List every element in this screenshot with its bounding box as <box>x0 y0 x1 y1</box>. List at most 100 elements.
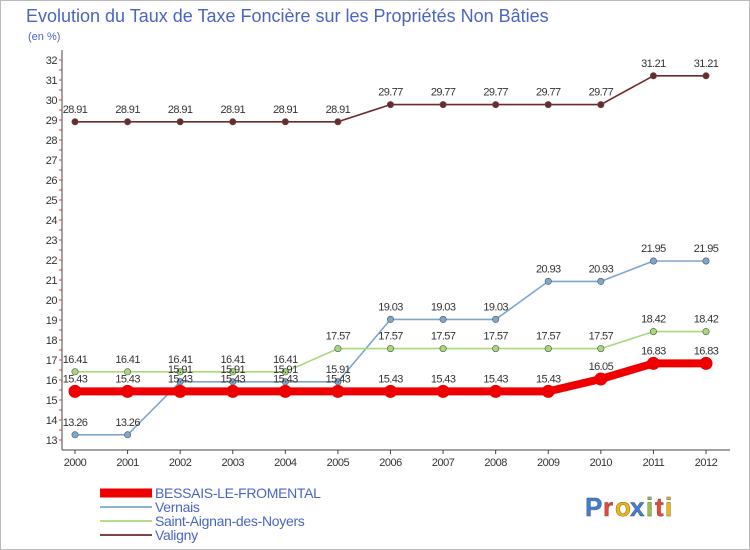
data-label-vernais: 20.93 <box>589 263 614 275</box>
logo-letter: i <box>665 492 672 522</box>
point-valigny <box>386 101 394 109</box>
point-saint-aignan-des-noyers <box>544 345 552 353</box>
point-bessais-le-fromental <box>489 384 503 398</box>
data-label-valigny: 29.77 <box>483 87 508 99</box>
point-vernais <box>124 431 132 439</box>
data-labels: 28.91 28.91 28.91 28.91 28.91 28.91 29.77 29.77… <box>63 58 720 429</box>
legend-label-bessais-le-fromental: BESSAIS-LE-FROMENTAL <box>155 485 321 501</box>
point-vernais <box>597 277 605 285</box>
point-saint-aignan-des-noyers <box>597 345 605 353</box>
x-tick-label: 2009 <box>537 457 560 469</box>
data-label-saint-aignan-des-noyers: 18.42 <box>641 314 666 326</box>
data-label-vernais: 21.95 <box>641 243 666 255</box>
data-label-valigny: 28.91 <box>220 104 245 116</box>
logo-letter: P <box>585 492 602 522</box>
point-valigny <box>124 118 132 126</box>
data-label-vernais: 13.26 <box>63 417 88 429</box>
data-label-saint-aignan-des-noyers: 17.57 <box>326 331 351 343</box>
point-vernais <box>702 257 710 265</box>
y-tick-label: 25 <box>46 195 58 207</box>
x-tick-label: 2005 <box>327 457 350 469</box>
point-bessais-le-fromental <box>699 356 713 370</box>
x-tick-label: 2002 <box>169 457 192 469</box>
point-saint-aignan-des-noyers <box>71 368 79 376</box>
logo-letter: r <box>603 492 613 522</box>
point-vernais <box>544 277 552 285</box>
data-label-saint-aignan-des-noyers: 16.41 <box>220 354 245 366</box>
x-tick-label: 2003 <box>222 457 245 469</box>
point-valigny <box>176 118 184 126</box>
point-saint-aignan-des-noyers <box>702 328 710 336</box>
x-tick-label: 2004 <box>274 457 297 469</box>
data-label-saint-aignan-des-noyers: 17.57 <box>589 331 614 343</box>
data-label-vernais: 19.03 <box>431 301 456 313</box>
point-saint-aignan-des-noyers <box>229 368 237 376</box>
y-tick-label: 18 <box>46 335 58 347</box>
point-bessais-le-fromental <box>646 356 660 370</box>
point-vernais <box>649 257 657 265</box>
series-layer <box>68 72 713 439</box>
data-label-valigny: 28.91 <box>115 104 140 116</box>
legend-label-saint-aignan-des-noyers: Saint-Aignan-des-Noyers <box>155 513 305 529</box>
point-saint-aignan-des-noyers <box>281 368 289 376</box>
x-tick-label: 2010 <box>590 457 613 469</box>
data-label-vernais: 21.95 <box>694 243 719 255</box>
point-bessais-le-fromental <box>226 384 240 398</box>
y-tick-label: 20 <box>46 295 58 307</box>
y-tick-label: 27 <box>46 155 58 167</box>
axes: 13 14 15 16 17 18 19 20 21 22 23 24 25 26 27 28 29 30 31 32… <box>46 50 730 469</box>
data-label-valigny: 28.91 <box>168 104 193 116</box>
point-saint-aignan-des-noyers <box>439 345 447 353</box>
data-label-saint-aignan-des-noyers: 16.41 <box>115 354 140 366</box>
point-saint-aignan-des-noyers <box>649 328 657 336</box>
data-label-valigny: 29.77 <box>431 87 456 99</box>
point-vernais <box>71 431 79 439</box>
data-label-valigny: 28.91 <box>326 104 351 116</box>
logo-letter: t <box>655 492 664 522</box>
chart-title: Evolution du Taux de Taxe Foncière sur l… <box>26 6 549 26</box>
data-label-vernais: 15.91 <box>273 364 298 376</box>
point-saint-aignan-des-noyers <box>492 345 500 353</box>
y-tick-label: 13 <box>46 435 58 447</box>
logo-letter: x <box>630 492 645 522</box>
data-label-valigny: 31.21 <box>641 58 666 70</box>
y-tick-label: 21 <box>46 275 58 287</box>
point-valigny <box>649 72 657 80</box>
x-tick-label: 2012 <box>695 457 718 469</box>
data-label-vernais: 15.91 <box>168 364 193 376</box>
x-tick-label: 2001 <box>116 457 139 469</box>
data-label-saint-aignan-des-noyers: 17.57 <box>483 331 508 343</box>
point-valigny <box>229 118 237 126</box>
y-tick-label: 15 <box>46 395 58 407</box>
point-valigny <box>334 118 342 126</box>
y-tick-label: 17 <box>46 355 58 367</box>
data-label-valigny: 29.77 <box>378 87 403 99</box>
y-tick-label: 31 <box>46 75 58 87</box>
legend: BESSAIS-LE-FROMENTALVernaisSaint-Aignan-… <box>100 485 321 543</box>
y-tick-label: 26 <box>46 175 58 187</box>
point-valigny <box>597 101 605 109</box>
data-label-bessais-le-fromental: 16.83 <box>641 345 666 357</box>
data-label-bessais-le-fromental: 15.43 <box>483 373 508 385</box>
point-bessais-le-fromental <box>541 384 555 398</box>
point-valigny <box>492 101 500 109</box>
y-tick-label: 16 <box>46 375 58 387</box>
legend-label-vernais: Vernais <box>155 499 200 515</box>
data-label-bessais-le-fromental: 15.43 <box>115 373 140 385</box>
point-bessais-le-fromental <box>436 384 450 398</box>
data-label-saint-aignan-des-noyers: 16.41 <box>63 354 88 366</box>
point-bessais-le-fromental <box>68 384 82 398</box>
point-bessais-le-fromental <box>278 384 292 398</box>
data-label-vernais: 15.91 <box>220 364 245 376</box>
x-tick-label: 2006 <box>379 457 402 469</box>
data-label-vernais: 13.26 <box>115 417 140 429</box>
point-vernais <box>439 315 447 323</box>
data-label-valigny: 31.21 <box>694 58 719 70</box>
data-label-bessais-le-fromental: 16.83 <box>694 345 719 357</box>
point-valigny <box>439 101 447 109</box>
data-label-bessais-le-fromental: 15.43 <box>63 373 88 385</box>
x-tick-label: 2011 <box>643 457 665 469</box>
data-label-saint-aignan-des-noyers: 17.57 <box>536 331 561 343</box>
